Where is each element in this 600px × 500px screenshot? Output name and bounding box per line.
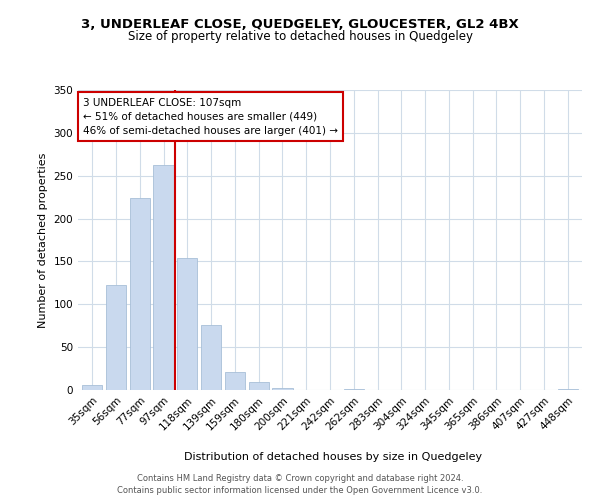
Y-axis label: Number of detached properties: Number of detached properties [38,152,48,328]
Text: 3, UNDERLEAF CLOSE, QUEDGELEY, GLOUCESTER, GL2 4BX: 3, UNDERLEAF CLOSE, QUEDGELEY, GLOUCESTE… [81,18,519,30]
Bar [225,372,245,390]
Bar [272,388,293,390]
Text: 3 UNDERLEAF CLOSE: 107sqm
← 51% of detached houses are smaller (449)
46% of semi: 3 UNDERLEAF CLOSE: 107sqm ← 51% of detac… [83,98,338,136]
Bar [154,166,173,390]
Text: Distribution of detached houses by size in Quedgeley: Distribution of detached houses by size … [184,452,482,462]
Text: Contains HM Land Registry data © Crown copyright and database right 2024.
Contai: Contains HM Land Registry data © Crown c… [118,474,482,495]
Bar [130,198,150,390]
Bar [201,325,221,390]
Bar [557,389,578,390]
Bar [106,286,126,390]
Text: Size of property relative to detached houses in Quedgeley: Size of property relative to detached ho… [128,30,473,43]
Bar [177,258,197,390]
Bar [82,385,103,390]
Bar [248,382,269,390]
Bar [344,389,364,390]
